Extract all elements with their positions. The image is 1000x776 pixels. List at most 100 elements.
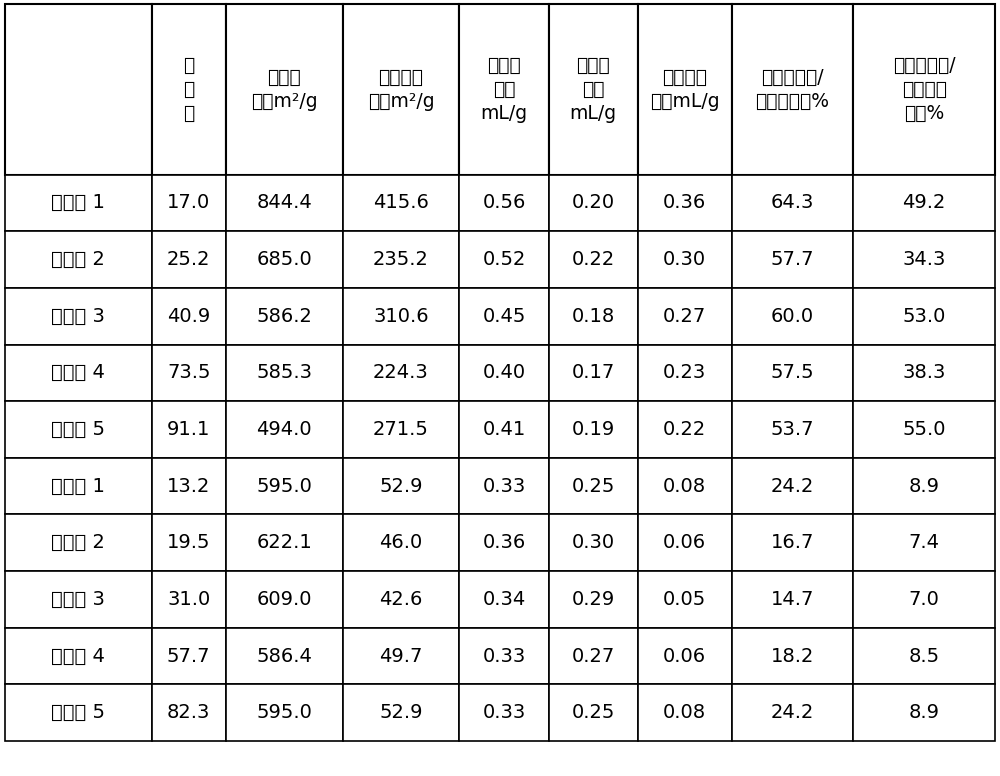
Bar [732, 4, 853, 175]
Bar [549, 628, 638, 684]
Bar [549, 684, 638, 741]
Bar [5, 571, 152, 628]
Text: 595.0: 595.0 [256, 703, 312, 722]
Text: 595.0: 595.0 [256, 476, 312, 496]
Text: 0.20: 0.20 [571, 193, 615, 213]
Bar [152, 4, 226, 175]
Bar [732, 288, 853, 345]
Bar [853, 4, 995, 175]
Text: 0.41: 0.41 [482, 420, 526, 439]
Text: 586.2: 586.2 [256, 307, 312, 326]
Text: 17.0: 17.0 [167, 193, 210, 213]
Bar [549, 175, 638, 231]
Bar [732, 571, 853, 628]
Text: 0.05: 0.05 [663, 590, 706, 609]
Text: 0.45: 0.45 [482, 307, 526, 326]
Text: 271.5: 271.5 [373, 420, 429, 439]
Text: 0.40: 0.40 [482, 363, 526, 383]
Text: 0.25: 0.25 [571, 703, 615, 722]
Bar [853, 571, 995, 628]
Text: 对比例 5: 对比例 5 [51, 703, 105, 722]
Bar [343, 628, 459, 684]
Text: 24.2: 24.2 [771, 703, 814, 722]
Text: 对比例 4: 对比例 4 [51, 646, 105, 666]
Text: 8.5: 8.5 [909, 646, 940, 666]
Bar [5, 4, 152, 175]
Text: 310.6: 310.6 [373, 307, 429, 326]
Bar [549, 401, 638, 458]
Text: 46.0: 46.0 [379, 533, 423, 553]
Bar [638, 175, 732, 231]
Bar [853, 175, 995, 231]
Text: 0.34: 0.34 [482, 590, 526, 609]
Text: 0.33: 0.33 [482, 703, 526, 722]
Bar [5, 231, 152, 288]
Bar [152, 514, 226, 571]
Bar [638, 514, 732, 571]
Text: 二级孔体积/
总孔体积，%: 二级孔体积/ 总孔体积，% [756, 68, 830, 111]
Bar [459, 231, 549, 288]
Text: 31.0: 31.0 [167, 590, 210, 609]
Bar [459, 628, 549, 684]
Bar [152, 288, 226, 345]
Text: 对比例 3: 对比例 3 [51, 590, 105, 609]
Bar [459, 4, 549, 175]
Bar [732, 628, 853, 684]
Text: 13.2: 13.2 [167, 476, 210, 496]
Text: 57.7: 57.7 [167, 646, 210, 666]
Bar [152, 458, 226, 514]
Bar [459, 458, 549, 514]
Bar [5, 345, 152, 401]
Bar [5, 514, 152, 571]
Bar [853, 514, 995, 571]
Text: 0.36: 0.36 [663, 193, 706, 213]
Bar [638, 571, 732, 628]
Bar [853, 684, 995, 741]
Text: 0.29: 0.29 [571, 590, 615, 609]
Bar [5, 458, 152, 514]
Text: 7.0: 7.0 [909, 590, 940, 609]
Bar [549, 458, 638, 514]
Text: 0.06: 0.06 [663, 646, 706, 666]
Bar [459, 345, 549, 401]
Text: 0.08: 0.08 [663, 476, 706, 496]
Text: 0.52: 0.52 [482, 250, 526, 269]
Bar [226, 4, 343, 175]
Text: 外比表面积/
总比表面
积，%: 外比表面积/ 总比表面 积，% [893, 56, 956, 123]
Bar [343, 175, 459, 231]
Bar [343, 458, 459, 514]
Bar [226, 175, 343, 231]
Bar [549, 288, 638, 345]
Bar [853, 401, 995, 458]
Text: 0.33: 0.33 [482, 476, 526, 496]
Bar [226, 288, 343, 345]
Text: 实施例 1: 实施例 1 [51, 193, 105, 213]
Text: 19.5: 19.5 [167, 533, 210, 553]
Text: 0.18: 0.18 [571, 307, 615, 326]
Bar [459, 514, 549, 571]
Bar [226, 231, 343, 288]
Bar [343, 231, 459, 288]
Bar [638, 345, 732, 401]
Bar [732, 345, 853, 401]
Text: 0.23: 0.23 [663, 363, 706, 383]
Text: 53.7: 53.7 [771, 420, 814, 439]
Text: 14.7: 14.7 [771, 590, 814, 609]
Text: 16.7: 16.7 [771, 533, 814, 553]
Text: 0.27: 0.27 [571, 646, 615, 666]
Bar [638, 628, 732, 684]
Text: 38.3: 38.3 [903, 363, 946, 383]
Bar [343, 288, 459, 345]
Text: 0.27: 0.27 [663, 307, 706, 326]
Text: 52.9: 52.9 [379, 476, 423, 496]
Text: 0.30: 0.30 [663, 250, 706, 269]
Bar [152, 401, 226, 458]
Bar [638, 231, 732, 288]
Text: 0.56: 0.56 [482, 193, 526, 213]
Bar [343, 684, 459, 741]
Bar [549, 231, 638, 288]
Bar [226, 571, 343, 628]
Text: 40.9: 40.9 [167, 307, 210, 326]
Bar [732, 175, 853, 231]
Text: 224.3: 224.3 [373, 363, 429, 383]
